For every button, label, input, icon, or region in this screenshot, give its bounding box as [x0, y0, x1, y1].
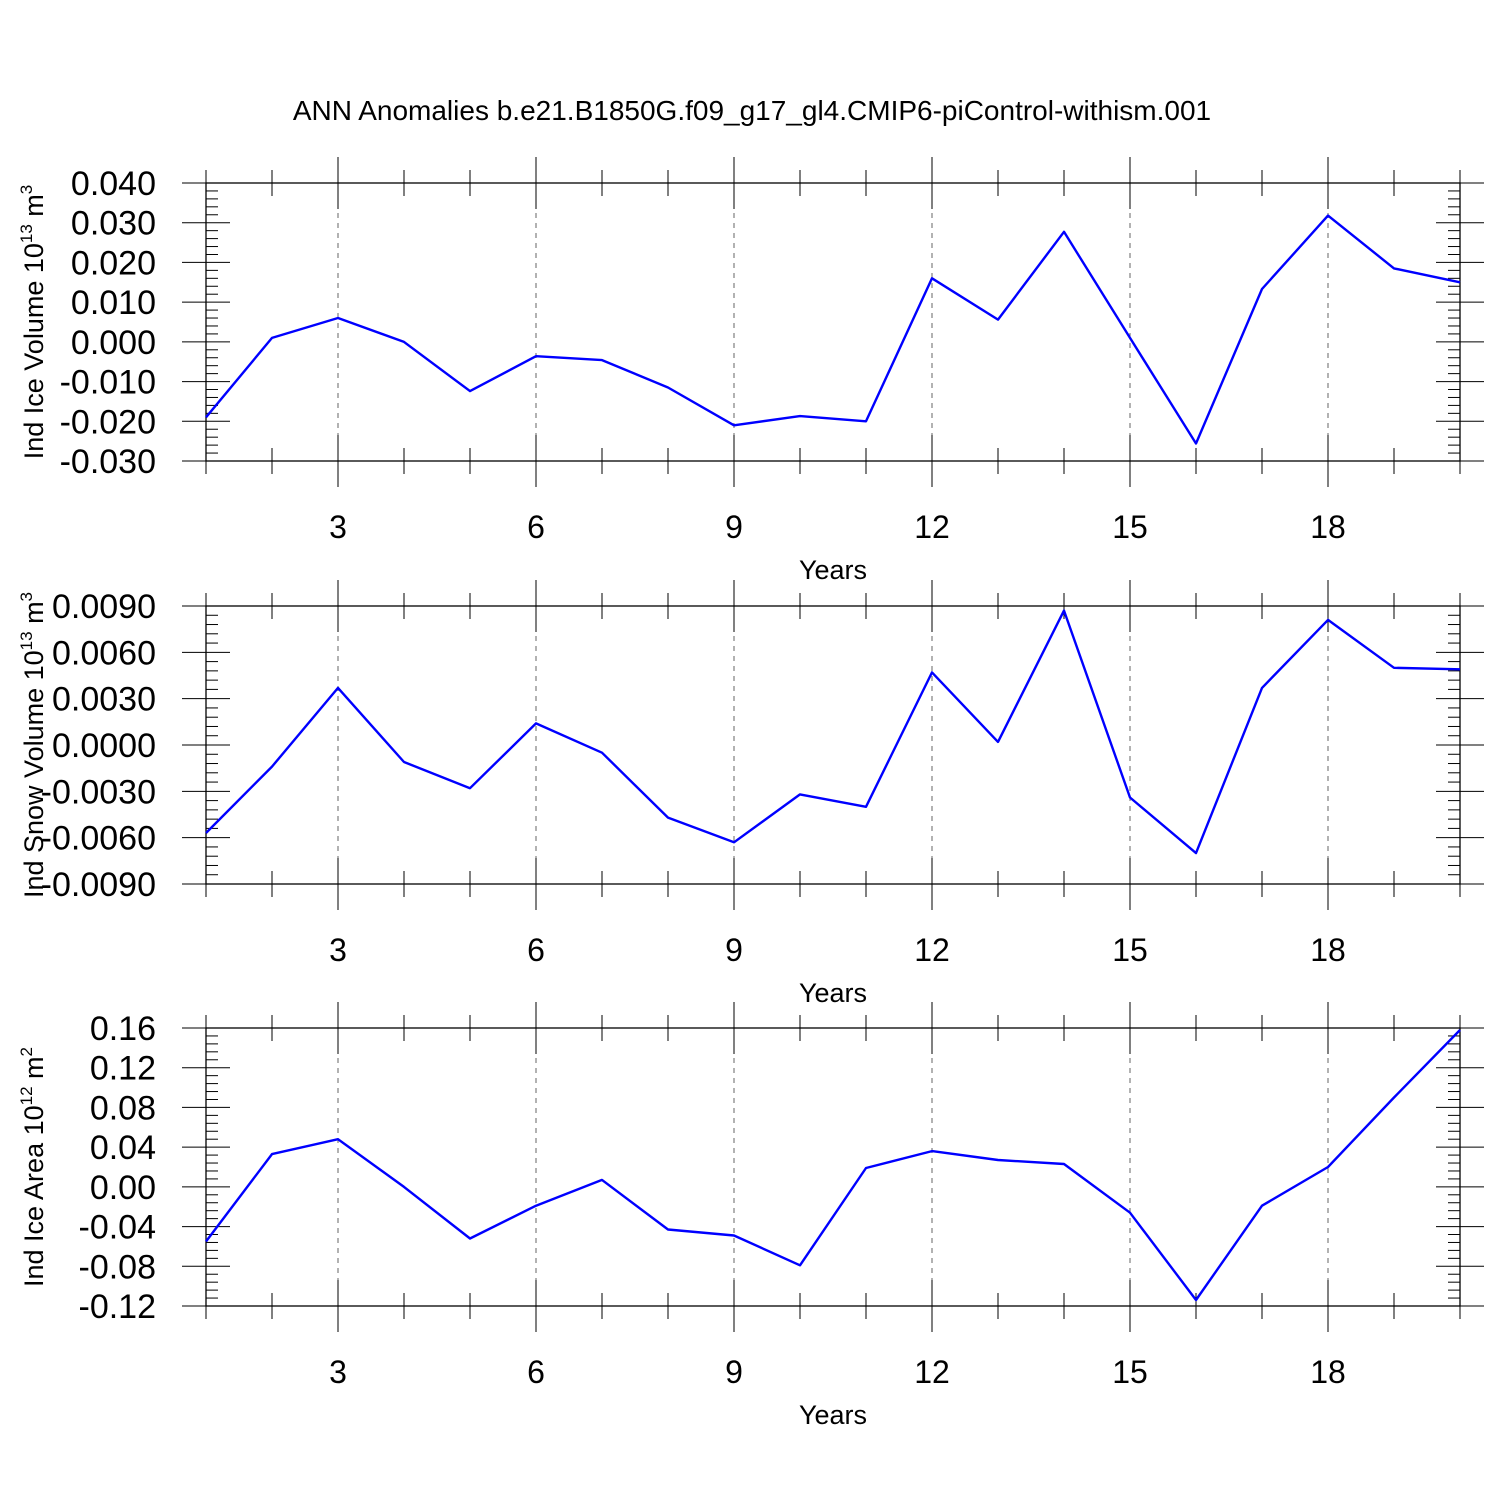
- y-label-main: Ind Ice Area 10: [19, 1105, 49, 1287]
- y-tick-label: 0.010: [71, 284, 156, 322]
- y-label-exponent: 12: [17, 1086, 36, 1105]
- y-label-unit-exponent: 3: [17, 592, 36, 601]
- x-tick-label: 15: [1112, 1354, 1148, 1390]
- y-label-unit: m: [19, 1056, 49, 1086]
- x-axis-label: Years: [799, 1400, 867, 1430]
- series-line: [205, 214, 1461, 445]
- y-label-unit: m: [19, 194, 49, 224]
- x-axis-label: Years: [799, 978, 867, 1008]
- plot-frame: [205, 1027, 1461, 1307]
- x-tick-label: 12: [914, 1354, 950, 1390]
- y-tick-label: -0.12: [79, 1288, 157, 1326]
- y-tick-label: -0.030: [60, 443, 156, 481]
- plot-frame: [205, 182, 1461, 462]
- x-tick-label: 18: [1310, 932, 1346, 968]
- y-tick-label: -0.020: [60, 403, 156, 441]
- y-tick-label: 0.040: [71, 165, 156, 203]
- y-tick-label: 0.0090: [52, 588, 156, 626]
- series-line: [205, 1029, 1461, 1302]
- x-tick-label: 6: [527, 509, 545, 545]
- y-tick-label: 0.020: [71, 244, 156, 282]
- y-tick-label: 0.04: [90, 1129, 156, 1167]
- y-label-unit-exponent: 3: [17, 185, 36, 194]
- y-label-main: Ind Ice Volume 10: [19, 243, 49, 459]
- figure-title: ANN Anomalies b.e21.B1850G.f09_g17_gl4.C…: [293, 95, 1211, 126]
- y-label-unit: m: [19, 601, 49, 631]
- y-tick-label: -0.0090: [41, 866, 156, 904]
- x-tick-label: 9: [725, 932, 743, 968]
- x-tick-label: 9: [725, 509, 743, 545]
- y-tick-label: 0.000: [71, 324, 156, 362]
- x-tick-label: 18: [1310, 1354, 1346, 1390]
- y-tick-label: 0.00: [90, 1169, 156, 1207]
- y-tick-label: 0.0000: [52, 727, 156, 765]
- x-tick-label: 18: [1310, 509, 1346, 545]
- y-axis-label: Ind Ice Volume 1013 m3: [17, 185, 49, 460]
- x-tick-label: 3: [329, 509, 347, 545]
- panel-2: -0.0090 -0.0060 -0.0030 0.0000 0.0030 0.0060 0…: [17, 580, 1484, 1008]
- x-tick-label: 3: [329, 1354, 347, 1390]
- x-tick-label: 6: [527, 932, 545, 968]
- y-tick-label: 0.16: [90, 1010, 156, 1048]
- panels: -0.030-0.020-0.0100.0000.0100.0200.0300.…: [17, 157, 1484, 1430]
- y-axis-label: Ind Snow Volume 1013 m3: [17, 592, 49, 898]
- y-label-main: Ind Snow Volume 10: [19, 650, 49, 898]
- panel-3: -0.12-0.08-0.040.000.040.080.120.16 3 6 9 12…: [17, 1002, 1484, 1430]
- y-axis-label: Ind Ice Area 1012 m2: [17, 1047, 49, 1287]
- series-line: [205, 609, 1461, 855]
- x-tick-label: 9: [725, 1354, 743, 1390]
- y-tick-label: -0.0060: [41, 820, 156, 858]
- y-tick-label: 0.08: [90, 1089, 156, 1127]
- y-tick-label: 0.0060: [52, 634, 156, 672]
- y-tick-label: -0.08: [79, 1248, 157, 1286]
- y-tick-label: 0.0030: [52, 681, 156, 719]
- x-tick-label: 12: [914, 509, 950, 545]
- x-tick-label: 15: [1112, 509, 1148, 545]
- y-tick-label: -0.0030: [41, 773, 156, 811]
- x-axis-label: Years: [799, 555, 867, 585]
- y-tick-label: -0.010: [60, 364, 156, 402]
- x-tick-label: 3: [329, 932, 347, 968]
- panel-1: -0.030-0.020-0.0100.0000.0100.0200.0300.…: [17, 157, 1484, 585]
- plot-frame: [205, 605, 1461, 885]
- y-tick-label: 0.030: [71, 205, 156, 243]
- y-tick-label: -0.04: [79, 1209, 157, 1247]
- x-tick-label: 15: [1112, 932, 1148, 968]
- y-tick-label: 0.12: [90, 1050, 156, 1088]
- y-label-exponent: 13: [17, 224, 36, 243]
- x-tick-label: 12: [914, 932, 950, 968]
- x-tick-label: 6: [527, 1354, 545, 1390]
- y-label-exponent: 13: [17, 631, 36, 650]
- y-label-unit-exponent: 2: [17, 1047, 36, 1056]
